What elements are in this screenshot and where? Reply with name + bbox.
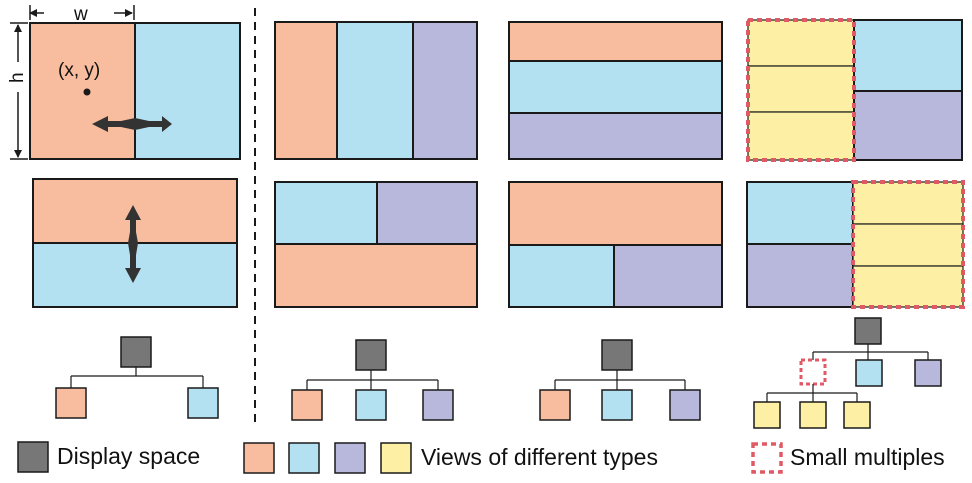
position-dot xyxy=(83,88,91,96)
view-purple xyxy=(746,243,854,308)
tree-1 xyxy=(55,336,219,419)
small-multiples-frame xyxy=(746,18,856,162)
legend-swatch-purple xyxy=(334,442,366,474)
view-node-purple xyxy=(422,389,454,421)
position-label: (x, y) xyxy=(58,60,100,81)
display-node xyxy=(601,339,633,371)
tree-2 xyxy=(291,339,454,421)
view-node-yellow xyxy=(843,401,871,429)
legend: Display space Views of different types S… xyxy=(17,441,945,474)
view-purple xyxy=(412,21,478,160)
view-node-blue xyxy=(601,389,633,421)
display-node xyxy=(854,317,882,345)
view-yellow xyxy=(747,65,855,113)
view-blue xyxy=(336,21,414,160)
view-blue xyxy=(134,22,241,160)
view-orange xyxy=(274,21,338,160)
vertical-resize-arrow-icon xyxy=(125,205,141,283)
panel-1-top: (x, y) xyxy=(29,22,241,160)
view-node-blue xyxy=(355,389,387,421)
view-orange xyxy=(274,243,478,308)
view-yellow xyxy=(852,265,964,308)
panel-3-top xyxy=(508,21,723,160)
tree-4 xyxy=(753,317,942,429)
legend-label-views: Views of different types xyxy=(421,444,658,470)
view-node-yellow xyxy=(799,401,827,429)
legend-swatch-blue xyxy=(288,442,320,474)
legend-label-small-multiples: Small multiples xyxy=(790,444,945,470)
view-blue xyxy=(508,244,615,308)
view-node-orange xyxy=(291,389,323,421)
view-blue xyxy=(746,181,854,245)
view-node-yellow xyxy=(753,401,781,429)
panel-1-bottom xyxy=(32,178,238,308)
view-yellow xyxy=(747,111,855,161)
view-node-purple xyxy=(669,389,701,421)
panel-2-bottom xyxy=(274,181,478,308)
view-blue xyxy=(853,19,963,92)
view-purple xyxy=(613,244,723,308)
legend-label-display: Display space xyxy=(57,443,200,469)
panel-4-bottom xyxy=(746,180,965,309)
view-node-orange xyxy=(539,389,571,421)
view-node-blue xyxy=(855,359,883,387)
view-orange xyxy=(508,181,723,246)
legend-swatch-yellow xyxy=(380,442,412,474)
view-yellow xyxy=(747,19,855,67)
small-multiples-frame xyxy=(851,180,965,309)
view-yellow xyxy=(852,223,964,267)
view-node-purple xyxy=(914,359,942,387)
view-blue xyxy=(274,181,378,245)
view-purple xyxy=(853,90,963,161)
display-node xyxy=(355,339,387,371)
view-purple xyxy=(376,181,478,245)
view-node-blue xyxy=(187,387,219,419)
legend-swatch-small-multiples xyxy=(751,442,783,474)
view-purple xyxy=(508,112,723,160)
height-label: h xyxy=(7,72,28,83)
panel-4-top xyxy=(746,18,963,162)
tree-3 xyxy=(539,339,701,421)
small-multiples-node xyxy=(799,358,827,386)
legend-swatch-display xyxy=(17,441,49,473)
panel-2-top xyxy=(274,21,478,160)
view-orange xyxy=(29,22,136,160)
display-node xyxy=(120,336,152,368)
view-blue xyxy=(508,60,723,114)
dimension-annotations: w h xyxy=(7,4,135,160)
view-yellow xyxy=(852,181,964,225)
view-node-orange xyxy=(55,387,87,419)
horizontal-resize-arrow-icon xyxy=(92,116,172,132)
panel-3-bottom xyxy=(508,181,723,308)
width-label: w xyxy=(73,4,88,25)
legend-swatch-orange xyxy=(243,442,275,474)
view-orange xyxy=(508,21,723,62)
